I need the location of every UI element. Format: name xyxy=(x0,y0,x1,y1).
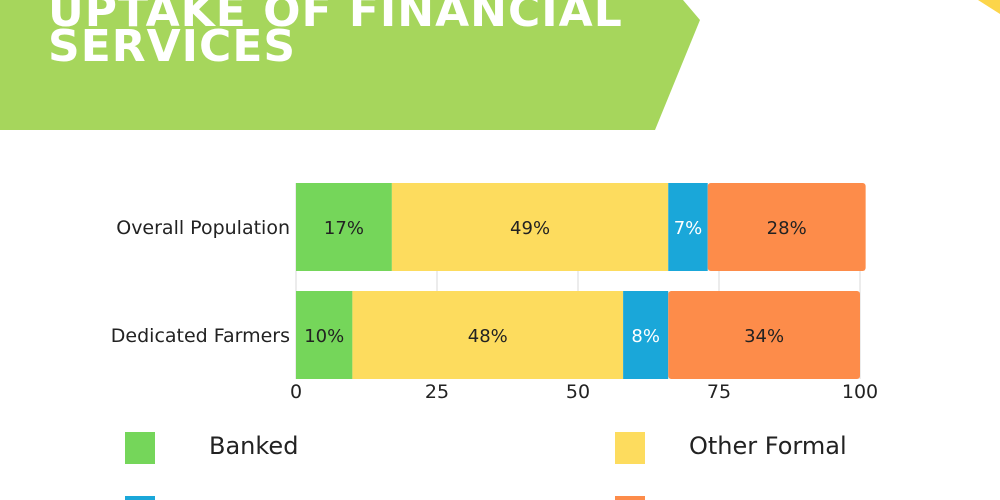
legend-swatch-partial-cyan xyxy=(125,496,155,500)
x-tick-label: 25 xyxy=(425,381,449,403)
bar-segment xyxy=(296,183,392,271)
category-label: Overall Population xyxy=(116,217,290,239)
bar-segment xyxy=(296,291,353,379)
bar-segment xyxy=(623,291,669,379)
corner-accent xyxy=(978,0,1000,14)
bar-segment xyxy=(391,183,669,271)
x-tick-label: 75 xyxy=(707,381,731,403)
page-title-line-2: SERVICES xyxy=(48,21,297,72)
data-label: 28% xyxy=(767,218,807,239)
category-label: Dedicated Farmers xyxy=(111,325,290,347)
page-title-line-1: UPTAKE OF FINANCIAL xyxy=(48,0,623,37)
data-label: 10% xyxy=(304,326,344,347)
legend-swatch-other-formal xyxy=(615,432,645,464)
x-tick-label: 0 xyxy=(290,381,302,403)
legend-swatch-banked xyxy=(125,432,155,464)
data-label: 49% xyxy=(510,218,550,239)
data-label: 8% xyxy=(631,326,660,347)
legend-label-banked: Banked xyxy=(209,432,299,460)
data-label: 34% xyxy=(744,326,784,347)
x-tick-label: 50 xyxy=(566,381,590,403)
banner-shape xyxy=(0,0,700,130)
x-tick-label: 100 xyxy=(842,381,878,403)
bar-segment xyxy=(707,183,866,271)
bar-segment xyxy=(352,291,624,379)
legend-label-other-formal: Other Formal xyxy=(689,432,847,460)
data-label: 48% xyxy=(468,326,508,347)
bar-segment xyxy=(668,183,708,271)
bar-segment xyxy=(668,291,860,379)
data-label: 7% xyxy=(674,218,703,239)
legend-swatch-partial-orange xyxy=(615,496,645,500)
data-label: 17% xyxy=(324,218,364,239)
